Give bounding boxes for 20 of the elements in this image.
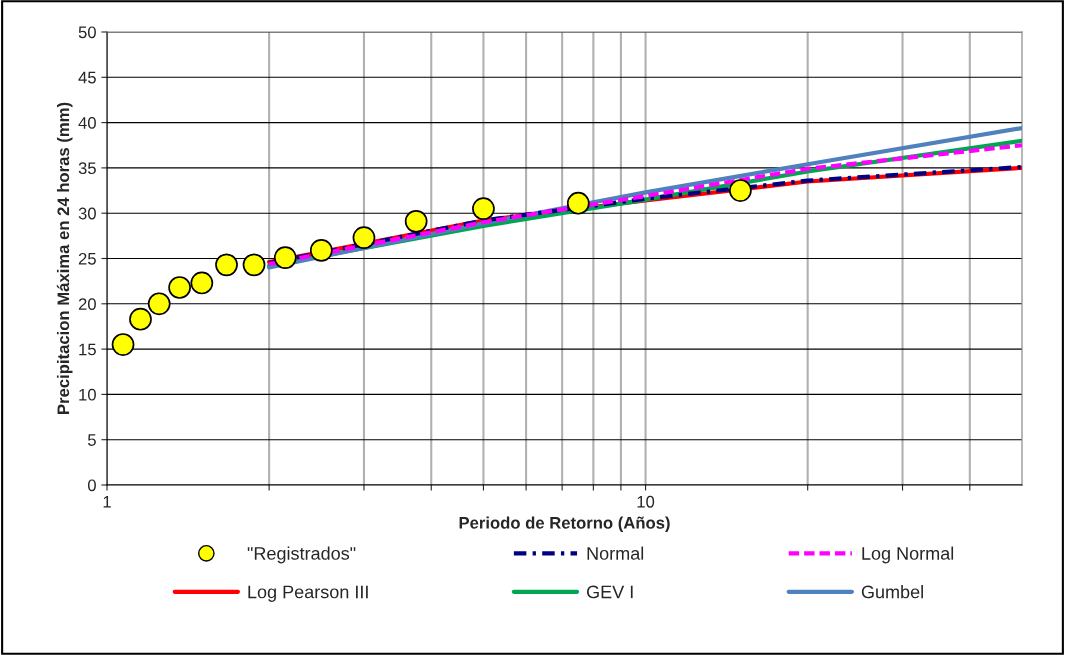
y-tick-label: 5: [87, 434, 96, 446]
y-tick-label: 30: [78, 207, 96, 220]
legend-label: GEV I: [586, 585, 633, 599]
legend-label: Gumbel: [861, 585, 923, 599]
x-tick-label: 1: [103, 496, 111, 508]
y-tick-label: 20: [78, 298, 96, 310]
legend-label: Normal: [587, 546, 644, 560]
y-tick-label: 35: [78, 162, 96, 175]
y-tick-label: 10: [79, 388, 96, 401]
y-tick-label: 45: [78, 71, 96, 84]
y-tick-label: 15: [79, 343, 96, 356]
y-tick-label: 25: [78, 252, 96, 265]
legend-label: Log Normal: [862, 546, 954, 564]
y-axis-title: Precipitacion Máxima en 24 horas (mm): [56, 102, 73, 414]
y-tick-label: 0: [87, 479, 96, 492]
y-tick-label: 50: [78, 26, 96, 39]
legend-label: Log Pearson III: [248, 585, 368, 602]
y-tick-label: 40: [78, 117, 96, 129]
legend-label: "Registrados": [247, 546, 356, 564]
x-axis-title: Periodo de Retorno (Años): [459, 516, 670, 533]
